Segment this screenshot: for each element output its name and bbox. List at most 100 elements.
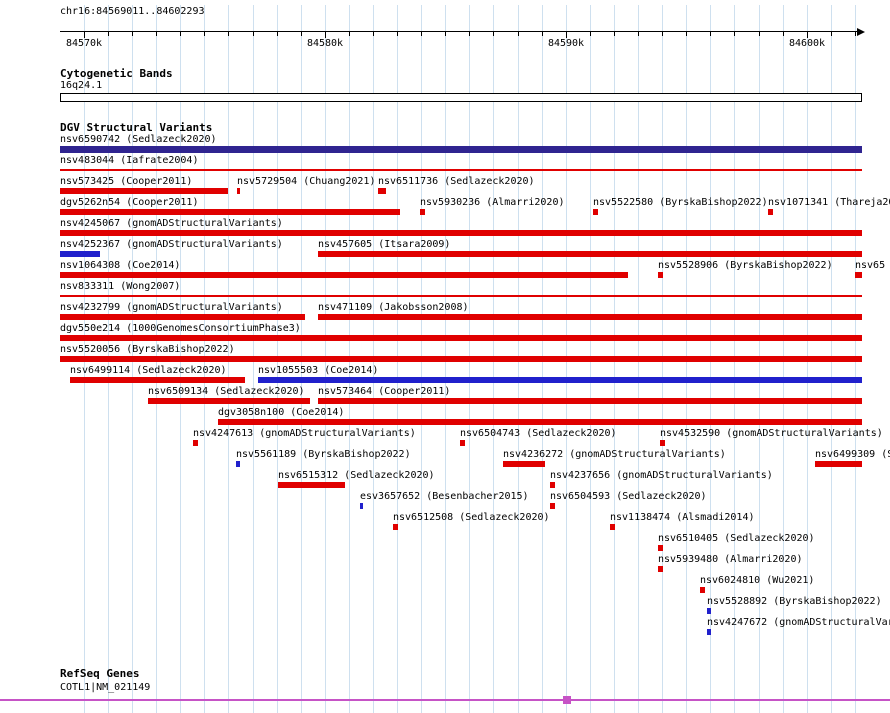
variant-bar[interactable]: [60, 169, 862, 171]
variant-label[interactable]: dgv5262n54 (Cooper2011): [60, 197, 199, 208]
variant-bar[interactable]: [70, 377, 245, 383]
variant-bar[interactable]: [460, 440, 465, 446]
ruler-tick: [566, 32, 567, 38]
variant-label[interactable]: nsv5522580 (ByrskaBishop2022): [593, 197, 768, 208]
variant-label[interactable]: dgv3058n100 (Coe2014): [218, 407, 345, 418]
variant-label[interactable]: nsv573464 (Cooper2011): [318, 386, 451, 397]
variant-label[interactable]: nsv6511736 (Sedlazeck2020): [378, 176, 535, 187]
variant-label[interactable]: nsv6499309 (Sedlazeck2020): [815, 449, 890, 460]
variant-bar[interactable]: [420, 209, 425, 215]
variant-bar[interactable]: [855, 272, 862, 278]
variant-label[interactable]: nsv5930236 (Almarri2020): [420, 197, 565, 208]
variant-label[interactable]: nsv833311 (Wong2007): [60, 281, 181, 292]
variant-bar[interactable]: [318, 251, 862, 257]
variant-label[interactable]: nsv5561189 (ByrskaBishop2022): [236, 449, 411, 460]
variant-bar[interactable]: [278, 482, 345, 488]
variant-bar[interactable]: [237, 188, 240, 194]
variant-bar[interactable]: [610, 524, 615, 530]
track-title-dgv: DGV Structural Variants: [60, 121, 213, 134]
variant-bar[interactable]: [593, 209, 598, 215]
variant-label[interactable]: nsv4245067 (gnomADStructuralVariants): [60, 218, 283, 229]
ruler-tick: [710, 32, 711, 36]
variant-label[interactable]: nsv6504743 (Sedlazeck2020): [460, 428, 617, 439]
variant-label[interactable]: nsv5939480 (Almarri2020): [658, 554, 803, 565]
variant-label[interactable]: dgv550e214 (1000GenomesConsortiumPhase3): [60, 323, 301, 334]
variant-label[interactable]: nsv6024810 (Wu2021): [700, 575, 815, 586]
variant-label[interactable]: nsv6515312 (Sedlazeck2020): [278, 470, 435, 481]
variant-bar[interactable]: [707, 608, 711, 614]
variant-bar[interactable]: [60, 295, 862, 297]
variant-bar[interactable]: [658, 566, 663, 572]
variant-bar[interactable]: [236, 461, 240, 467]
variant-bar[interactable]: [768, 209, 773, 215]
ruler-tick: [180, 32, 181, 36]
variant-bar[interactable]: [60, 230, 862, 236]
variant-bar[interactable]: [378, 188, 386, 194]
variant-bar[interactable]: [658, 272, 663, 278]
variant-bar[interactable]: [318, 398, 862, 404]
variant-label[interactable]: nsv4232799 (gnomADStructuralVariants): [60, 302, 283, 313]
variant-label[interactable]: nsv5729504 (Chuang2021): [237, 176, 376, 187]
variant-label[interactable]: nsv1138474 (Alsmadi2014): [610, 512, 755, 523]
variant-bar[interactable]: [60, 272, 628, 278]
variant-label[interactable]: esv3657652 (Besenbacher2015): [360, 491, 529, 502]
variant-bar[interactable]: [550, 482, 555, 488]
gene-line[interactable]: [0, 699, 890, 701]
variant-label[interactable]: nsv6504593 (Sedlazeck2020): [550, 491, 707, 502]
variant-label[interactable]: nsv457605 (Itsara2009): [318, 239, 451, 250]
ruler-tick: [108, 32, 109, 36]
ruler-tick: [421, 32, 422, 36]
variant-bar[interactable]: [707, 629, 711, 635]
gene-exon[interactable]: [563, 696, 571, 704]
variant-label[interactable]: nsv483044 (Iafrate2004): [60, 155, 199, 166]
ruler-tick: [759, 32, 760, 36]
variant-label[interactable]: nsv1055503 (Coe2014): [258, 365, 379, 376]
variant-label[interactable]: nsv6590742 (Sedlazeck2020): [60, 134, 217, 145]
ruler-tick: [132, 32, 133, 36]
variant-bar[interactable]: [318, 314, 862, 320]
variant-label[interactable]: nsv4237656 (gnomADStructuralVariants): [550, 470, 773, 481]
variant-label[interactable]: nsv6499114 (Sedlazeck2020): [70, 365, 227, 376]
variant-bar[interactable]: [193, 440, 198, 446]
variant-label[interactable]: nsv4532590 (gnomADStructuralVariants): [660, 428, 883, 439]
ruler-tick: [469, 32, 470, 36]
variant-bar[interactable]: [393, 524, 398, 530]
variant-bar[interactable]: [660, 440, 665, 446]
variant-label[interactable]: nsv65: [855, 260, 886, 271]
variant-bar[interactable]: [60, 146, 862, 153]
variant-bar[interactable]: [258, 377, 862, 383]
variant-label[interactable]: nsv4247672 (gnomADStructuralVariants): [707, 617, 890, 628]
variant-label[interactable]: nsv6509134 (Sedlazeck2020): [148, 386, 305, 397]
variant-label[interactable]: nsv1071341 (Thareja2021): [768, 197, 890, 208]
ruler-tick: [397, 32, 398, 36]
variant-label[interactable]: nsv573425 (Cooper2011): [60, 176, 193, 187]
variant-bar[interactable]: [60, 314, 305, 320]
ruler-tick: [638, 32, 639, 36]
variant-label[interactable]: nsv6510405 (Sedlazeck2020): [658, 533, 815, 544]
variant-bar[interactable]: [218, 419, 862, 425]
variant-bar[interactable]: [360, 503, 363, 509]
variant-bar[interactable]: [60, 335, 862, 341]
variant-label[interactable]: nsv6512508 (Sedlazeck2020): [393, 512, 550, 523]
variant-bar[interactable]: [60, 356, 862, 362]
variant-bar[interactable]: [60, 188, 228, 194]
variant-bar[interactable]: [700, 587, 705, 593]
variant-bar[interactable]: [815, 461, 862, 467]
variant-label[interactable]: nsv5520056 (ByrskaBishop2022): [60, 344, 235, 355]
variant-label[interactable]: nsv5528892 (ByrskaBishop2022): [707, 596, 882, 607]
variant-bar[interactable]: [60, 209, 400, 215]
variant-bar[interactable]: [658, 545, 663, 551]
variant-bar[interactable]: [148, 398, 310, 404]
cytoband-band: [60, 93, 862, 102]
gene-label[interactable]: COTL1|NM_021149: [60, 682, 151, 693]
variant-label[interactable]: nsv471109 (Jakobsson2008): [318, 302, 469, 313]
variant-label[interactable]: nsv4236272 (gnomADStructuralVariants): [503, 449, 726, 460]
variant-label[interactable]: nsv4252367 (gnomADStructuralVariants): [60, 239, 283, 250]
variant-bar[interactable]: [550, 503, 555, 509]
variant-label[interactable]: nsv5528906 (ByrskaBishop2022): [658, 260, 833, 271]
variant-label[interactable]: nsv4247613 (gnomADStructuralVariants): [193, 428, 416, 439]
variant-bar[interactable]: [503, 461, 545, 467]
variant-label[interactable]: nsv1064308 (Coe2014): [60, 260, 181, 271]
variant-bar[interactable]: [60, 251, 100, 257]
